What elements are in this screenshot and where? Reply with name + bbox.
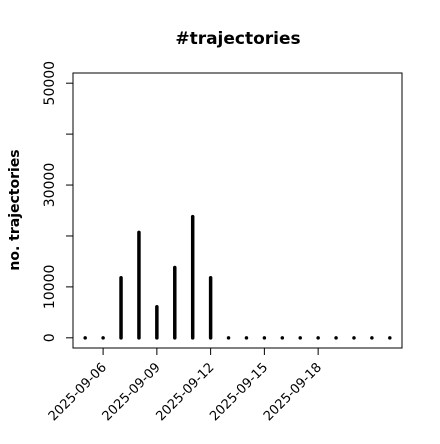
chart-title: #trajectories bbox=[175, 29, 300, 49]
y-tick-label: 30000 bbox=[42, 163, 58, 208]
y-axis-label: no. trajectories bbox=[7, 149, 23, 270]
plot-box bbox=[72, 72, 403, 349]
x-tick-label: 2025-09-18 bbox=[261, 360, 325, 424]
y-tick-label: 50000 bbox=[42, 61, 58, 106]
y-tick-label: 10000 bbox=[42, 265, 58, 310]
y-tick-label: 0 bbox=[42, 333, 58, 342]
